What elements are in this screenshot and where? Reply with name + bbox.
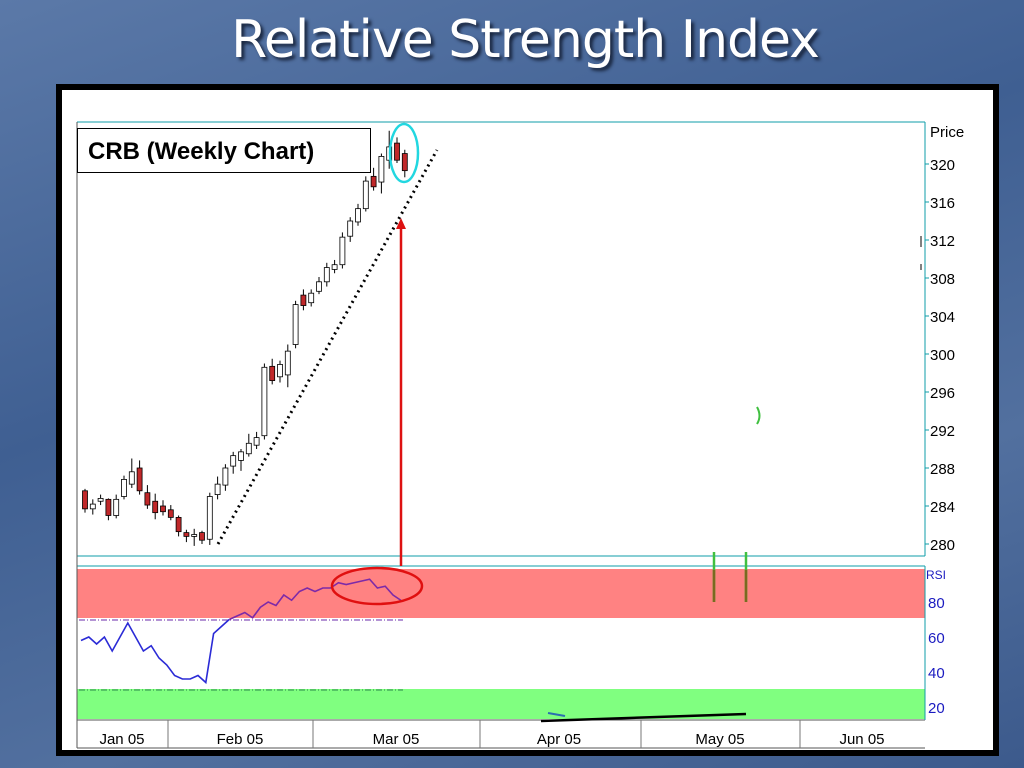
candle-body — [183, 532, 190, 537]
top-highlight-circle — [388, 122, 420, 184]
candle-body — [230, 455, 237, 467]
candle-body — [347, 220, 354, 237]
chart-background — [62, 90, 993, 750]
candle-body — [105, 498, 112, 516]
rsi-oversold-band — [77, 689, 925, 719]
candle-body — [175, 516, 182, 533]
price-tick-label: 296 — [930, 385, 955, 402]
trendline — [216, 149, 439, 545]
candle-body — [292, 304, 299, 345]
rsi-tick-label: 80 — [928, 595, 945, 612]
candle-body — [152, 500, 159, 514]
candle-body — [284, 350, 291, 376]
candle-body — [300, 294, 307, 306]
rsi-axis-label: RSI — [926, 568, 946, 582]
price-tick-label: 316 — [930, 195, 955, 212]
candle-body — [97, 497, 104, 502]
candle-body — [113, 498, 120, 516]
candle-body — [222, 467, 229, 486]
price-axis-label: Price — [930, 124, 964, 141]
bottom-slope-line — [540, 712, 747, 723]
candle-body — [269, 365, 276, 382]
rsi-tick-label: 40 — [928, 665, 945, 682]
price-tick-label: 308 — [930, 271, 955, 288]
candle-body — [167, 509, 174, 518]
candle-body — [339, 236, 346, 266]
signal-arrowhead — [396, 218, 406, 229]
candle-body — [277, 364, 283, 378]
candle-body — [378, 156, 385, 183]
candle-body — [245, 442, 252, 455]
rsi-line — [80, 618, 230, 685]
candle-body — [316, 281, 322, 292]
candle-body — [253, 437, 260, 446]
candle-body — [261, 366, 268, 437]
price-tick-label: 300 — [930, 347, 955, 364]
candle-body — [238, 451, 244, 461]
candle-body — [89, 503, 96, 510]
candle-body — [355, 208, 361, 223]
candle-body — [214, 483, 221, 495]
rsi-line-overbought — [228, 578, 402, 621]
candle-body — [308, 292, 315, 304]
price-tick-label: 292 — [930, 423, 955, 440]
candle-body — [82, 490, 88, 510]
price-tick-label: 280 — [930, 537, 955, 554]
candle-body — [206, 496, 213, 540]
chart-label: CRB (Weekly Chart) — [77, 128, 371, 173]
rsi-tick-label: 20 — [928, 700, 945, 717]
date-tick-label: Jun 05 — [839, 731, 884, 748]
price-tick-label: 304 — [930, 309, 955, 326]
candle-body — [199, 532, 205, 541]
date-tick-label: Feb 05 — [217, 731, 264, 748]
slide-title: Relative Strength Index — [231, 10, 820, 70]
crb-rsi-chart: 280 284 288 292 296 300 304 308 312 316 320 Price 20… — [76, 121, 964, 749]
green-arc-mark — [756, 406, 761, 425]
candle-body — [121, 478, 127, 497]
candle-body — [394, 142, 400, 161]
candle-body — [362, 180, 369, 210]
rsi-overbought-band — [77, 569, 925, 618]
candle-body — [160, 505, 166, 513]
rsi-highlight-circle — [330, 566, 424, 606]
price-tick-label: 312 — [930, 233, 955, 250]
price-tick-label: 288 — [930, 461, 955, 478]
price-tick-label: 284 — [930, 499, 955, 516]
candle-body — [128, 471, 135, 485]
date-tick-label: Jan 05 — [99, 731, 144, 748]
candle-body — [136, 467, 143, 492]
date-tick-label: Mar 05 — [373, 731, 420, 748]
rsi-tick-label: 60 — [928, 630, 945, 647]
candle-body — [323, 267, 330, 283]
candle-body — [370, 175, 377, 188]
date-tick-label: Apr 05 — [537, 731, 581, 748]
candle-body — [401, 153, 408, 172]
chart-frame — [56, 84, 999, 756]
date-tick-label: May 05 — [695, 731, 744, 748]
small-blue-mark — [547, 712, 566, 717]
price-tick-label: 320 — [930, 157, 955, 174]
candle-body — [191, 534, 198, 537]
candle-body — [331, 264, 338, 270]
candle-body — [144, 492, 151, 506]
